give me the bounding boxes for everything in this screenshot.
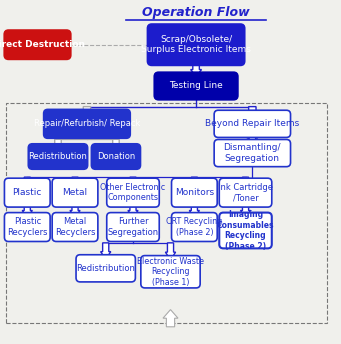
Text: Redistribution: Redistribution	[76, 264, 135, 273]
Polygon shape	[189, 203, 199, 217]
Text: Plastic: Plastic	[13, 188, 42, 197]
Polygon shape	[165, 243, 176, 260]
Text: Scrap/Obsolete/
Surplus Electronic Items: Scrap/Obsolete/ Surplus Electronic Items	[141, 35, 251, 54]
Polygon shape	[240, 177, 251, 182]
Text: Testing Line: Testing Line	[169, 82, 223, 90]
FancyBboxPatch shape	[4, 30, 71, 59]
Polygon shape	[247, 133, 258, 144]
Polygon shape	[53, 139, 63, 148]
Text: Monitors: Monitors	[175, 188, 214, 197]
Polygon shape	[70, 203, 80, 217]
FancyBboxPatch shape	[52, 213, 98, 241]
Polygon shape	[110, 139, 121, 148]
Polygon shape	[81, 107, 93, 114]
Text: Donation: Donation	[97, 152, 135, 161]
Text: Redistribution: Redistribution	[29, 152, 87, 161]
Text: CRT Recycling
(Phase 2): CRT Recycling (Phase 2)	[166, 217, 222, 237]
FancyBboxPatch shape	[107, 178, 159, 207]
FancyBboxPatch shape	[141, 256, 200, 288]
Polygon shape	[163, 310, 178, 327]
FancyBboxPatch shape	[219, 213, 272, 248]
Polygon shape	[189, 177, 199, 182]
Text: Direct Destruction: Direct Destruction	[0, 40, 85, 49]
Polygon shape	[22, 177, 32, 182]
Text: Beyond Repair Items: Beyond Repair Items	[205, 119, 299, 128]
Text: Further
Segregation: Further Segregation	[107, 217, 159, 237]
Polygon shape	[240, 203, 251, 217]
FancyBboxPatch shape	[52, 178, 98, 207]
Text: Electronic Waste
Recycling
(Phase 1): Electronic Waste Recycling (Phase 1)	[137, 257, 204, 287]
FancyBboxPatch shape	[107, 213, 159, 241]
Polygon shape	[191, 61, 202, 77]
Polygon shape	[22, 203, 32, 217]
FancyBboxPatch shape	[28, 144, 88, 169]
FancyBboxPatch shape	[172, 213, 217, 241]
Polygon shape	[128, 203, 138, 217]
FancyBboxPatch shape	[76, 255, 135, 282]
FancyBboxPatch shape	[154, 73, 238, 100]
Polygon shape	[101, 243, 111, 259]
Text: Imaging
Consumables
Recycling
(Phase 2): Imaging Consumables Recycling (Phase 2)	[217, 211, 274, 250]
Text: Metal: Metal	[62, 188, 88, 197]
Polygon shape	[70, 177, 80, 182]
FancyBboxPatch shape	[44, 109, 130, 138]
FancyBboxPatch shape	[91, 144, 140, 169]
Polygon shape	[246, 107, 258, 114]
FancyBboxPatch shape	[214, 140, 291, 166]
FancyBboxPatch shape	[4, 178, 50, 207]
Text: Metal
Recyclers: Metal Recyclers	[55, 217, 95, 237]
Text: Operation Flow: Operation Flow	[142, 6, 250, 19]
Text: Dismantling/
Segregation: Dismantling/ Segregation	[224, 143, 281, 163]
Text: Plastic
Recyclers: Plastic Recyclers	[7, 217, 47, 237]
Polygon shape	[128, 177, 138, 182]
FancyBboxPatch shape	[219, 178, 272, 207]
Text: Other Electronic
Components: Other Electronic Components	[100, 183, 166, 202]
Text: Ink Cartridge
/Toner: Ink Cartridge /Toner	[218, 183, 273, 202]
FancyBboxPatch shape	[214, 110, 291, 137]
FancyBboxPatch shape	[172, 178, 217, 207]
FancyBboxPatch shape	[148, 24, 244, 65]
Text: Repair/Refurbish/ Repack: Repair/Refurbish/ Repack	[34, 119, 140, 128]
FancyBboxPatch shape	[4, 213, 50, 241]
